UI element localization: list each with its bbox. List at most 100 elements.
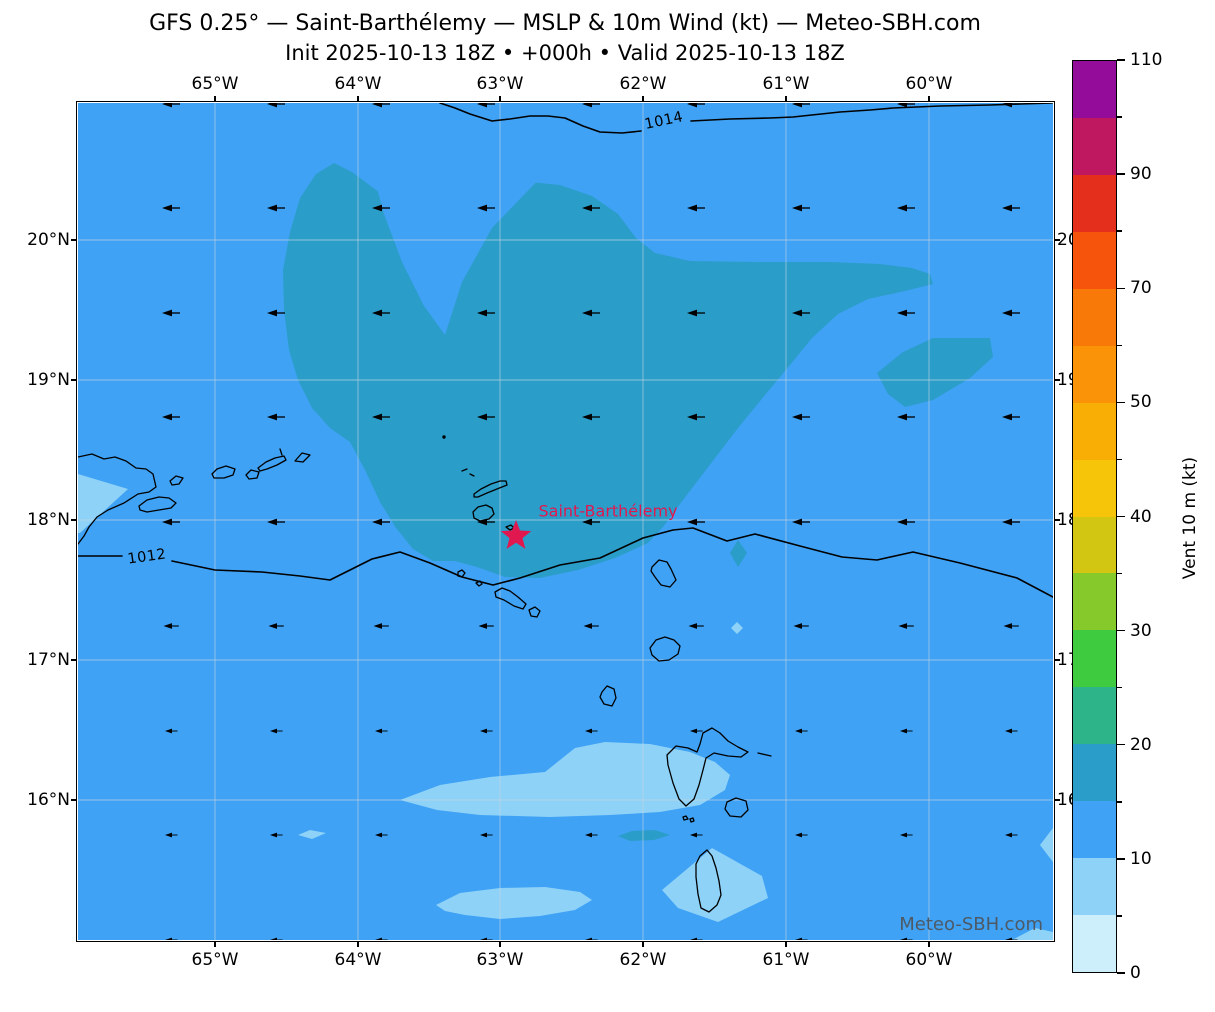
wind-arrow-head	[582, 103, 592, 108]
island-tortola	[257, 455, 287, 472]
wind-arrow-head	[687, 413, 697, 421]
colorbar-tick-label: 10	[1130, 848, 1152, 869]
wind-arrow-head	[585, 728, 592, 734]
figure-title: GFS 0.25° — Saint-Barthélemy — MSLP & 10…	[149, 11, 981, 36]
island-culebra	[169, 475, 184, 486]
island-antigua	[649, 636, 681, 662]
wind-arrow-head	[1002, 103, 1012, 108]
star-label: Saint-Barthélemy	[538, 501, 678, 521]
wind-arrow-head	[162, 204, 172, 212]
wind-arrow-head	[270, 832, 277, 838]
wind-arrow-head	[162, 309, 172, 317]
colorbar-tick	[1117, 801, 1122, 803]
wind-arrow-head	[372, 413, 382, 421]
wind-arrow-head	[687, 103, 697, 108]
lat-label-left: 20°N	[27, 230, 70, 250]
island-montserrat	[599, 685, 617, 707]
colorbar-segment-60-70	[1073, 288, 1116, 346]
wind-arrow-head	[477, 413, 487, 421]
wind-arrow-head	[687, 309, 697, 317]
island-vieques	[138, 496, 177, 513]
colorbar-tick-label: 70	[1130, 278, 1152, 299]
wind-arrow-head	[582, 309, 592, 317]
colorbar-tick	[1117, 458, 1122, 461]
colorbar-tick	[1117, 629, 1125, 632]
wind-arrow-head	[1002, 309, 1012, 317]
wind-arrow-head	[165, 832, 172, 838]
colorbar-segment-100-110	[1073, 61, 1116, 118]
tick-top	[214, 96, 216, 102]
colorbar-tick	[1117, 230, 1122, 232]
tick-left	[71, 239, 77, 241]
wind-region-5-10-tiny-diamond	[731, 622, 743, 634]
colorbar-segment-30-35	[1073, 573, 1116, 631]
colorbar-tick	[1117, 401, 1125, 404]
island-st-kitts	[494, 587, 527, 610]
isobar-1014	[690, 103, 1053, 122]
island-guadeloupe	[666, 727, 749, 807]
wind-arrow-head	[1002, 413, 1012, 421]
colorbar-title: Vent 10 m (kt)	[1180, 456, 1200, 580]
colorbar-tick-label: 20	[1130, 734, 1152, 755]
wind-arrow-head	[267, 204, 277, 212]
wind-arrow-head	[162, 103, 172, 108]
wind-arrow-head	[585, 832, 592, 838]
lon-label-top: 64°W	[334, 74, 382, 94]
wind-arrow-head	[267, 309, 277, 317]
lon-label-top: 62°W	[619, 74, 667, 94]
tick-left	[71, 379, 77, 381]
wind-arrow-head	[897, 103, 907, 108]
tick-top	[357, 96, 359, 102]
lat-label-left: 16°N	[27, 790, 70, 810]
tick-right	[1054, 239, 1060, 241]
lat-label-left: 19°N	[27, 370, 70, 390]
wind-arrow-head	[477, 103, 487, 108]
wind-arrow-head	[795, 937, 802, 940]
colorbar-segment-40-45	[1073, 459, 1116, 517]
tick-top	[499, 96, 501, 102]
colorbar-tick	[1117, 572, 1122, 575]
colorbar-segment-0-5	[1073, 915, 1116, 972]
tick-bottom	[214, 941, 216, 947]
colorbar-segment-10-15	[1073, 801, 1116, 859]
wind-arrow-head	[687, 518, 697, 526]
colorbar-tick	[1117, 515, 1125, 518]
wind-arrow-head	[1005, 937, 1012, 940]
colorbar-tick	[1117, 287, 1125, 289]
island-les-saintes-2	[689, 817, 695, 823]
wind-arrow-head	[900, 832, 907, 838]
colorbar-tick-label: 110	[1130, 50, 1163, 70]
tick-right	[1054, 519, 1060, 521]
wind-region-15-20-diamond	[730, 540, 747, 567]
island-anguilla	[473, 480, 508, 498]
colorbar-segment-80-90	[1073, 174, 1116, 232]
figure-subtitle: Init 2025-10-13 18Z • +000h • Valid 2025…	[285, 41, 845, 65]
island-barbuda	[650, 559, 677, 588]
wind-arrow-head	[795, 728, 802, 734]
lat-label-left: 18°N	[27, 510, 70, 530]
colorbar-segment-25-30	[1073, 630, 1116, 688]
wind-arrow-head	[477, 204, 487, 212]
tick-left	[71, 519, 77, 521]
sombrero-island-dot	[442, 435, 446, 439]
island-st-eustatius	[475, 580, 483, 587]
wind-arrow-head	[372, 204, 382, 212]
wind-arrow-head	[268, 623, 277, 629]
island-st-john	[245, 469, 260, 480]
island-puerto-rico-coast	[78, 453, 157, 545]
wind-arrow-head	[375, 728, 382, 734]
colorbar-segment-45-50	[1073, 402, 1116, 460]
wind-region-5-10-south	[436, 887, 592, 919]
colorbar-tick-label: 30	[1130, 620, 1152, 641]
island-virgin-gorda	[294, 452, 311, 463]
island-st-thomas	[211, 465, 236, 479]
wind-arrow-head	[897, 309, 907, 317]
wind-arrow-head	[792, 309, 802, 317]
wind-arrow-head	[582, 204, 592, 212]
colorbar-tick-label: 90	[1130, 164, 1152, 185]
wind-arrow-head	[690, 937, 697, 940]
wind-arrow-head	[1005, 728, 1012, 734]
colorbar	[1072, 60, 1117, 973]
colorbar-tick-label: 40	[1130, 506, 1152, 527]
